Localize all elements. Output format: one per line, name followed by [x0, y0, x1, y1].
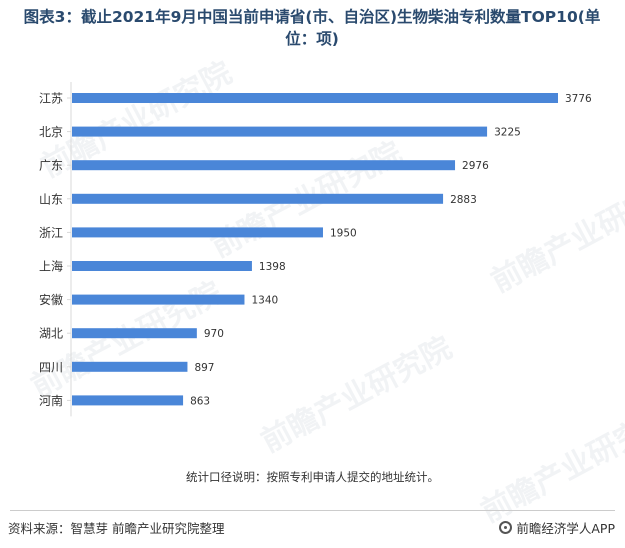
data-label: 863	[190, 395, 210, 407]
bar	[72, 294, 245, 305]
data-label: 1950	[330, 227, 357, 239]
bar	[72, 193, 444, 204]
category-label: 四川	[39, 360, 63, 374]
source-text: 资料来源：智慧芽 前瞻产业研究院整理	[8, 521, 225, 536]
data-label: 1340	[251, 295, 278, 307]
data-label: 3776	[565, 93, 592, 105]
bar	[72, 126, 488, 137]
category-label: 河南	[39, 393, 63, 408]
category-label: 广东	[39, 159, 63, 173]
category-label: 北京	[39, 125, 63, 139]
bar	[72, 395, 184, 406]
data-label: 2976	[462, 160, 489, 172]
data-label: 3225	[494, 127, 521, 139]
bar	[72, 160, 456, 171]
category-label: 山东	[39, 192, 63, 206]
brand-logo-icon	[499, 521, 513, 534]
category-label: 江苏	[39, 92, 63, 106]
bar	[72, 361, 188, 372]
bar	[72, 93, 558, 103]
methodology-note: 统计口径说明：按照专利申请人提交的地址统计。	[186, 470, 439, 484]
data-label: 897	[194, 362, 214, 374]
brand-name: 前瞻经济学人APP	[516, 521, 615, 536]
bar	[72, 328, 197, 339]
category-label: 安徽	[39, 292, 63, 307]
chart-title-line2: 位：项)	[285, 30, 339, 48]
category-label: 浙江	[39, 226, 63, 240]
chart-title: 图表3：截止2021年9月中国当前申请省(市、自治区)生物柴油专利数量TOP10…	[12, 6, 612, 50]
footer-divider	[10, 510, 615, 511]
chart-title-line1: 图表3：截止2021年9月中国当前申请省(市、自治区)生物柴油专利数量TOP10…	[23, 8, 601, 26]
bar	[72, 227, 323, 238]
bar	[72, 261, 252, 271]
category-label: 湖北	[39, 326, 63, 341]
brand-label: 前瞻经济学人APP	[499, 518, 615, 537]
data-label: 2883	[450, 194, 477, 206]
category-label: 上海	[39, 259, 63, 274]
data-label: 1398	[259, 261, 286, 273]
data-label: 970	[204, 328, 224, 340]
